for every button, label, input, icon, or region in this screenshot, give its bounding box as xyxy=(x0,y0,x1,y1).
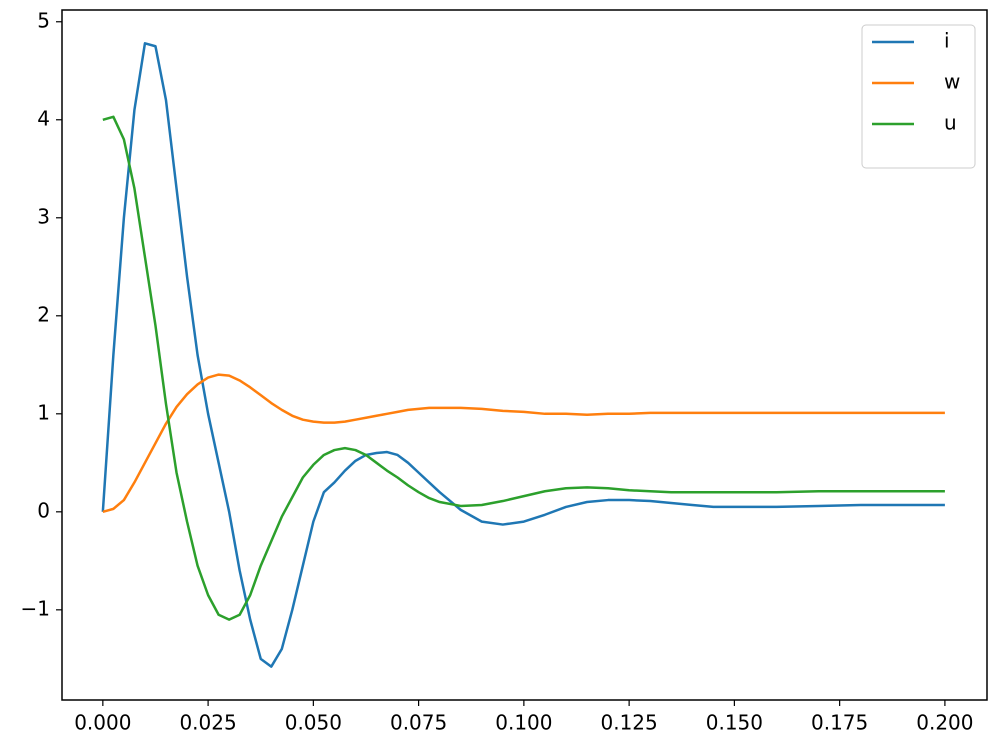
y-tick-label: 4 xyxy=(37,106,50,130)
y-tick-label: 3 xyxy=(37,204,50,228)
legend-label: u xyxy=(944,111,957,135)
x-tick-label: 0.025 xyxy=(179,711,236,735)
line-series xyxy=(101,42,945,668)
x-tick-label: 0.175 xyxy=(811,711,868,735)
x-tick-label: 0.125 xyxy=(600,711,657,735)
y-tick-label: 2 xyxy=(37,302,50,326)
line-series xyxy=(102,115,945,621)
x-tick-label: 0.050 xyxy=(285,711,342,735)
x-tick-label: 0.000 xyxy=(74,711,131,735)
y-tick-label: 0 xyxy=(37,498,50,522)
x-tick-label: 0.075 xyxy=(390,711,447,735)
legend-label: i xyxy=(944,29,950,53)
y-tick-label: 1 xyxy=(37,400,50,424)
legend-box xyxy=(861,24,976,169)
x-tick-label: 0.150 xyxy=(706,711,763,735)
y-tick-label: 5 xyxy=(37,8,50,32)
y-tick-label: −1 xyxy=(21,596,50,620)
line-series xyxy=(102,373,945,514)
axes-frame xyxy=(61,9,988,701)
legend-label: w xyxy=(944,70,960,94)
x-tick-label: 0.100 xyxy=(495,711,552,735)
x-tick-label: 0.200 xyxy=(916,711,973,735)
